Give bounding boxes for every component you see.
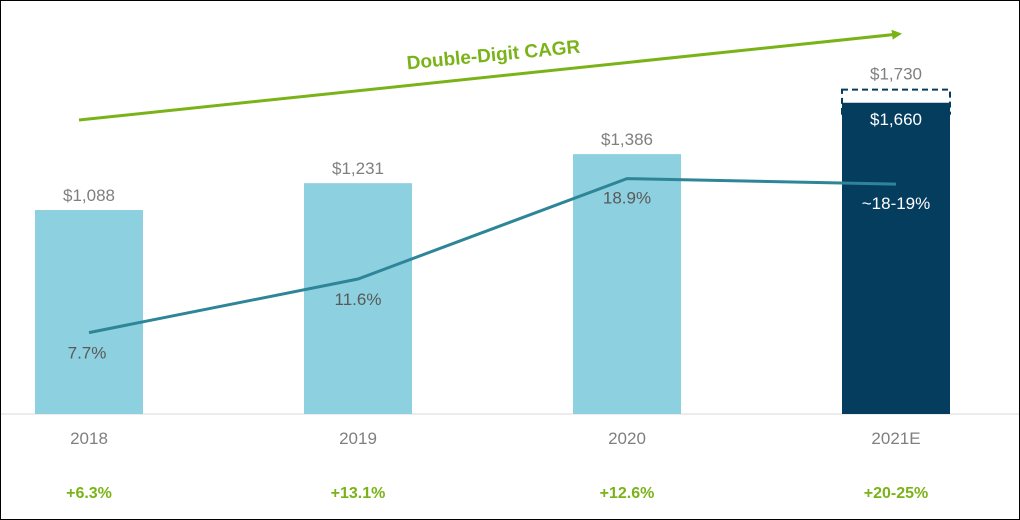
bar-value-label-2021e: $1,660	[870, 110, 922, 129]
bar-2021e	[842, 102, 950, 414]
bar-value-label-2018: $1,088	[63, 186, 115, 205]
estimate-range-outline	[841, 88, 951, 115]
estimate-upper-label: $1,730	[870, 65, 922, 84]
cagr-arrow	[78, 29, 902, 122]
bar-2020	[573, 154, 681, 414]
margin-line	[88, 177, 897, 335]
growth-label-2019: +13.1%	[331, 485, 386, 502]
margin-label-2020: 18.9%	[603, 189, 651, 208]
margin-label-2021e: ~18-19%	[862, 194, 931, 213]
bar-2019	[304, 183, 412, 414]
x-tick-label-2021e: 2021E	[871, 429, 920, 448]
margin-label-2018: 7.7%	[68, 344, 107, 363]
growth-label-2018: +6.3%	[66, 485, 112, 502]
x-tick-label-2018: 2018	[70, 429, 108, 448]
bar-2018	[35, 210, 143, 414]
growth-label-2021e: +20-25%	[864, 485, 929, 502]
bar-value-label-2020: $1,386	[601, 130, 653, 149]
x-tick-label-2019: 2019	[339, 429, 377, 448]
x-tick-label-2020: 2020	[608, 429, 646, 448]
margin-label-2019: 11.6%	[335, 290, 382, 309]
bar-value-label-2019: $1,231	[332, 159, 384, 178]
growth-label-2020: +12.6%	[600, 485, 655, 502]
